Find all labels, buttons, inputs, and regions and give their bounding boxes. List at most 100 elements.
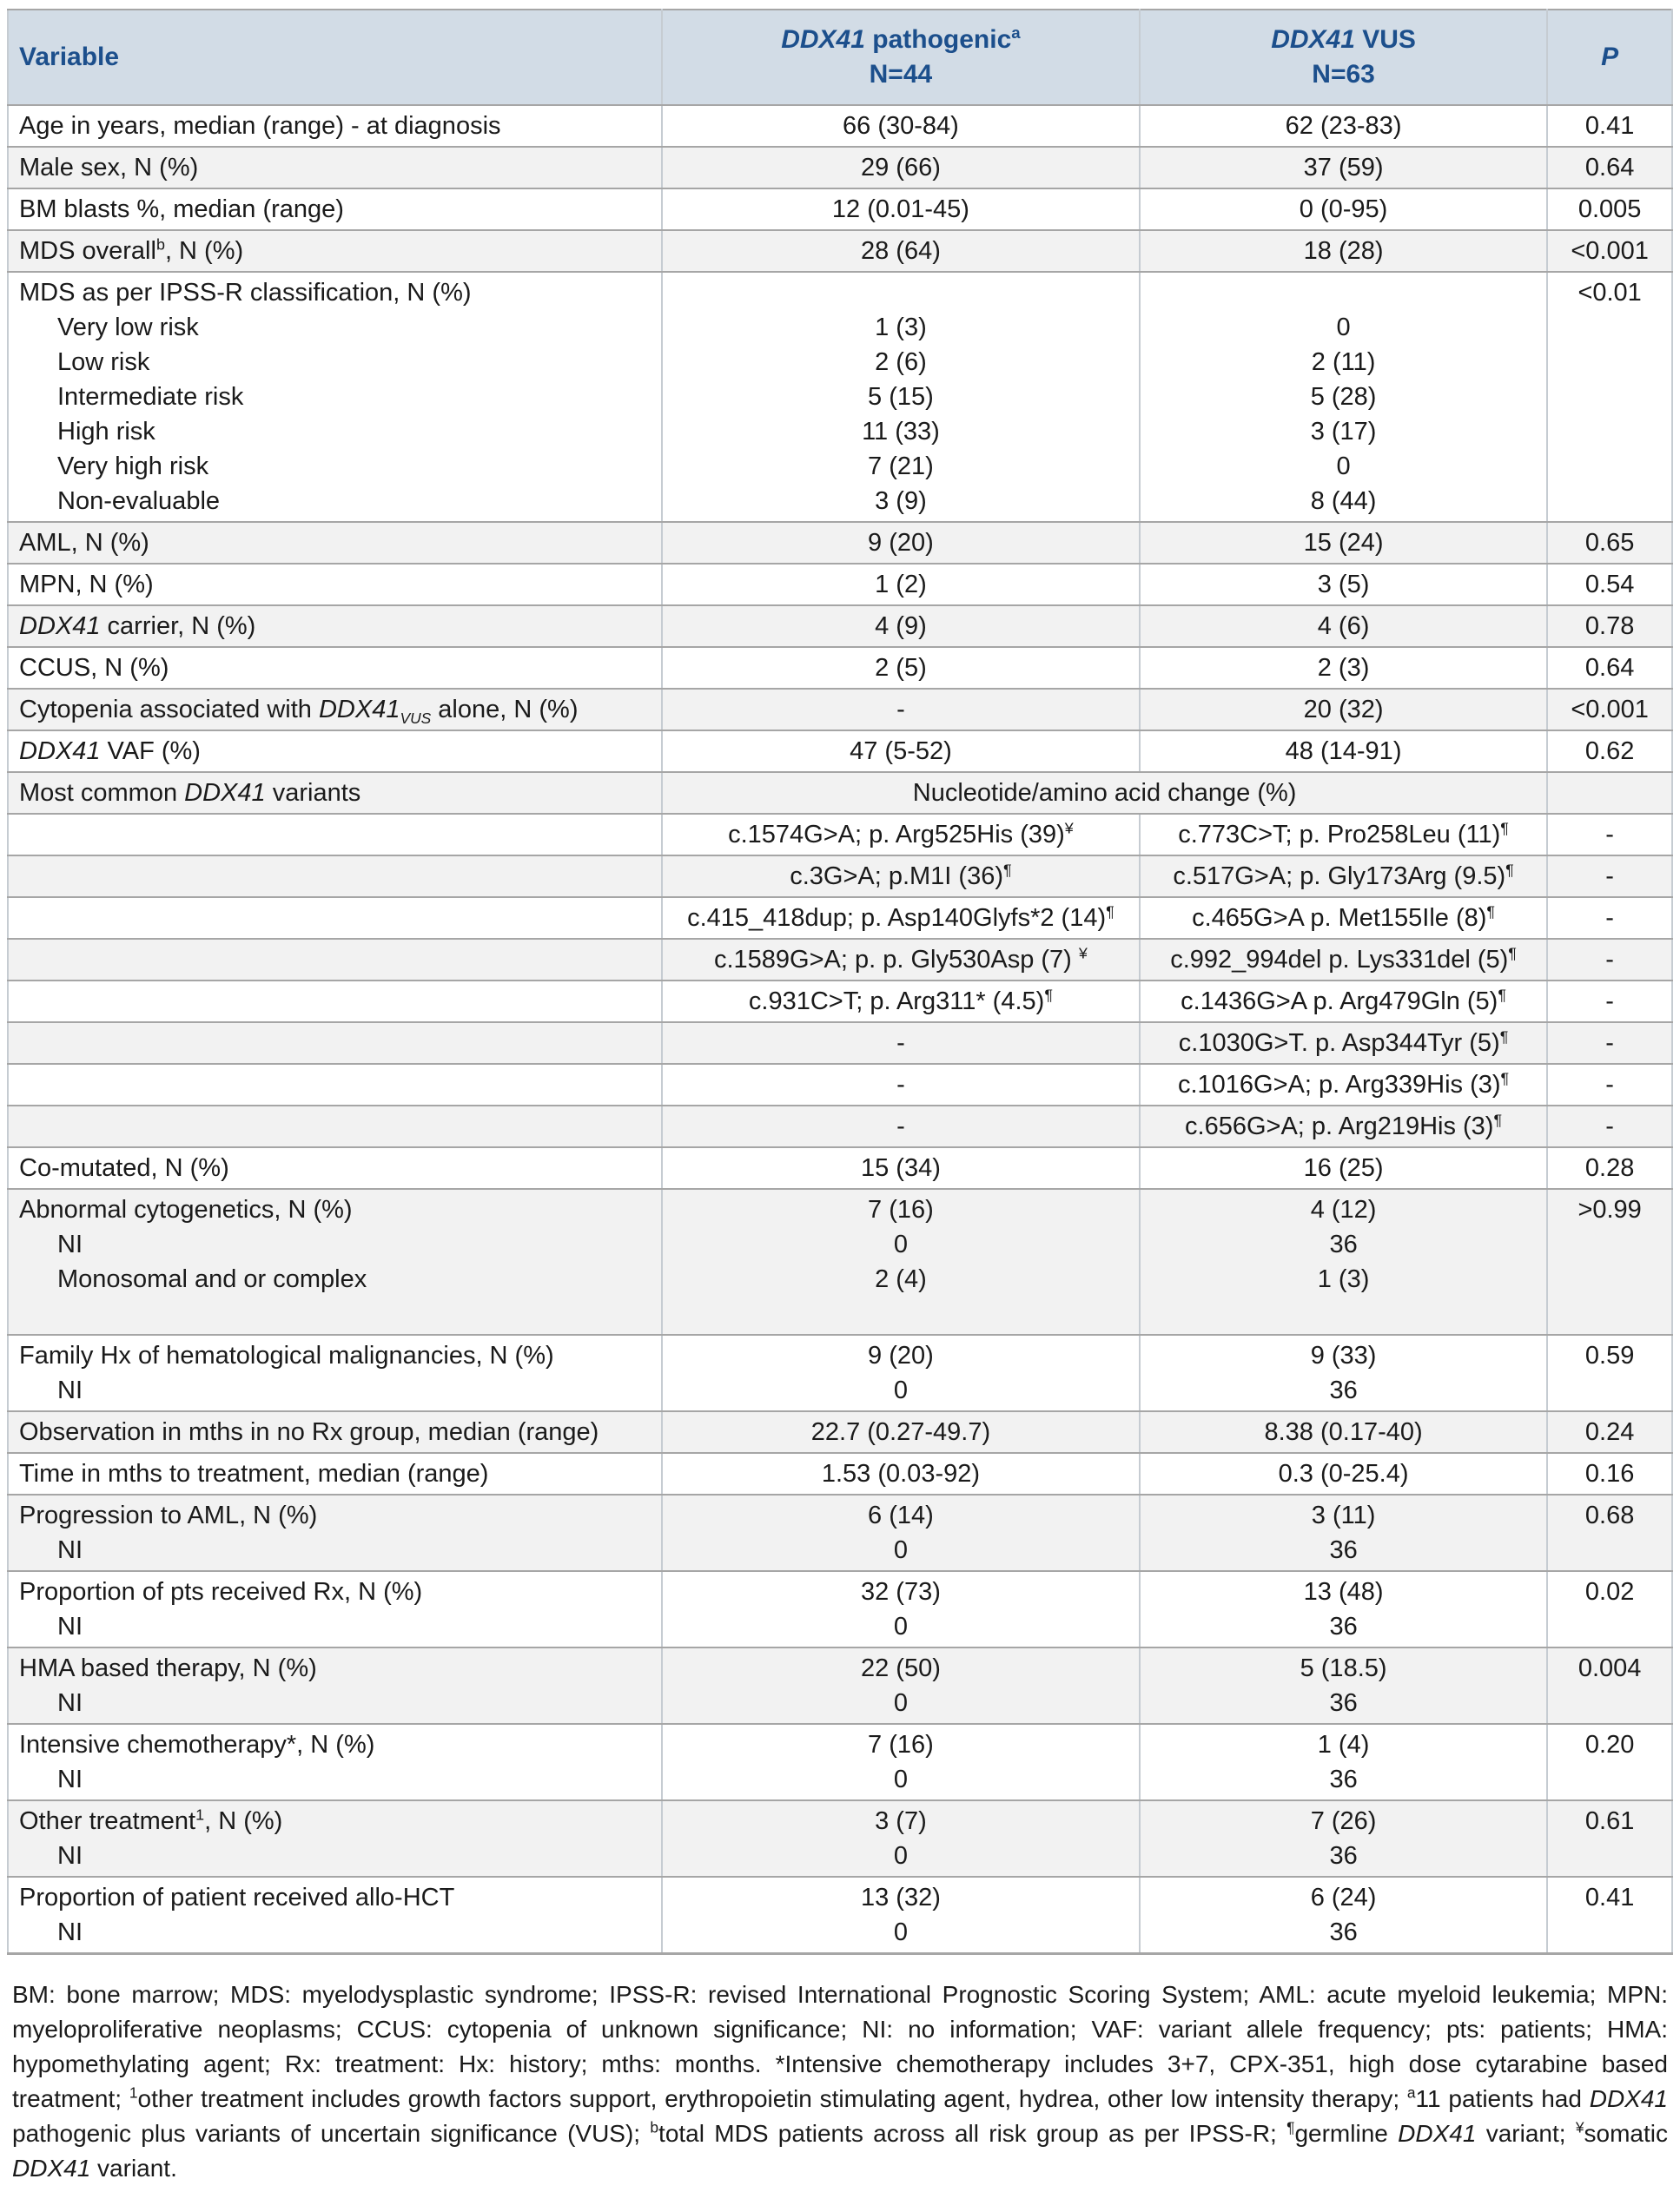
- text-segment: 0: [893, 1613, 908, 1641]
- table-row: MDS overallb, N (%) 28 (64) 18 (28) <0.001: [7, 229, 1673, 273]
- pathogenic-value-cell: 9 (20): [660, 521, 1141, 565]
- table-row: c.1574G>A; p. Arg525His (39)¥ c.773C>T; p…: [7, 813, 1673, 856]
- p-value-cell: -: [1546, 980, 1673, 1023]
- text-line: 0: [1151, 310, 1536, 345]
- text-segment: 36: [1329, 1613, 1358, 1641]
- table-header: Variable DDX41 pathogenica N=44 DDX41 VUS N=…: [7, 9, 1673, 106]
- text-line: 0: [673, 1762, 1128, 1797]
- p-value-cell: 0.54: [1546, 563, 1673, 606]
- superscript-marker: ¥: [1078, 944, 1088, 962]
- pathogenic-value-cell: 13 (32) 0: [660, 1876, 1141, 1955]
- text-segment: 4 (6): [1317, 612, 1370, 640]
- text-segment: NI: [57, 1918, 83, 1946]
- text-segment: 0: [893, 1377, 908, 1404]
- text-segment: , N (%): [164, 237, 244, 265]
- text-line: 8 (44): [1151, 484, 1536, 518]
- text-line: 4 (6): [1151, 609, 1536, 644]
- text-segment: Monosomal and or complex: [57, 1265, 367, 1293]
- text-segment: NI: [57, 1842, 83, 1870]
- text-segment: 2 (3): [1317, 654, 1370, 682]
- text-segment: 15 (34): [860, 1154, 941, 1182]
- text-segment: 48 (14-91): [1285, 737, 1402, 765]
- variable-cell: Family Hx of hematological malignancies,…: [7, 1334, 663, 1412]
- text-line: c.1589G>A; p. p. Gly530Asp (7) ¥: [673, 942, 1128, 977]
- text-line: 36: [1151, 1762, 1536, 1797]
- text-segment: -: [1605, 862, 1614, 890]
- column-header-pathogenic: DDX41 pathogenica N=44: [660, 9, 1141, 106]
- text-segment: -: [1605, 821, 1614, 848]
- text-segment: 0.78: [1584, 612, 1635, 640]
- text-line: AML, N (%): [19, 525, 651, 560]
- text-line: 9 (20): [673, 1338, 1128, 1373]
- vus-value-cell: 4 (12) 36 1 (3): [1138, 1188, 1549, 1336]
- text-segment: 2 (4): [875, 1265, 927, 1293]
- text-segment: 0.41: [1584, 1884, 1635, 1912]
- merged-value-cell: Nucleotide/amino acid change (%): [660, 771, 1549, 815]
- table-row: Co-mutated, N (%) 15 (34) 16 (25) 0.28: [7, 1146, 1673, 1190]
- text-segment: c.1030G>T. p. Asp344Tyr (5): [1178, 1029, 1500, 1057]
- text-segment: 0.20: [1584, 1731, 1635, 1759]
- text-segment: 9 (20): [868, 1342, 934, 1370]
- p-value-cell: 0.61: [1546, 1799, 1673, 1878]
- text-segment: 0.64: [1584, 654, 1635, 682]
- text-segment: c.656G>A; p. Arg219His (3): [1185, 1113, 1494, 1140]
- text-line: c.1574G>A; p. Arg525His (39)¥: [673, 817, 1128, 852]
- variable-cell: [7, 813, 663, 856]
- text-segment: 20 (32): [1303, 696, 1384, 723]
- text-segment: 0.65: [1584, 529, 1635, 557]
- text-segment: 0.54: [1584, 571, 1635, 598]
- text-segment: N=44: [869, 60, 933, 89]
- text-line: 22.7 (0.27-49.7): [673, 1415, 1128, 1449]
- pathogenic-value-cell: 28 (64): [660, 229, 1141, 273]
- superscript-marker: ¶: [1505, 861, 1514, 879]
- pathogenic-value-cell: -: [660, 1063, 1141, 1106]
- text-segment: Co-mutated, N (%): [19, 1154, 229, 1182]
- text-segment: 1 (4): [1317, 1731, 1370, 1759]
- text-segment: 3 (9): [875, 487, 927, 515]
- text-segment: other treatment includes growth factors …: [137, 2085, 1407, 2112]
- table-row: BM blasts %, median (range) 12 (0.01-45) 0…: [7, 188, 1673, 231]
- variable-cell: CCUS, N (%): [7, 646, 663, 690]
- text-segment: 6 (24): [1310, 1884, 1377, 1912]
- text-segment: somatic: [1584, 2120, 1668, 2147]
- text-line: 66 (30-84): [673, 109, 1128, 143]
- table-row: Abnormal cytogenetics, N (%) NI Monosomal …: [7, 1188, 1673, 1336]
- text-line: Most common DDX41 variants: [19, 776, 651, 810]
- text-segment: -: [1605, 987, 1614, 1015]
- text-line: c.465G>A p. Met155Ile (8)¶: [1151, 901, 1536, 935]
- text-line: NI: [19, 1915, 651, 1950]
- text-segment: Intensive chemotherapy*, N (%): [19, 1731, 375, 1759]
- p-value-cell: 0.02: [1546, 1570, 1673, 1648]
- p-value-cell: 0.64: [1546, 646, 1673, 690]
- table-row: c.1589G>A; p. p. Gly530Asp (7) ¥ c.992_99…: [7, 938, 1673, 981]
- text-line: N=63: [1151, 57, 1536, 92]
- vus-value-cell: 4 (6): [1138, 604, 1549, 648]
- text-line: 3 (7): [673, 1804, 1128, 1839]
- text-segment: c.1589G>A; p. p. Gly530Asp (7): [713, 946, 1079, 974]
- text-segment: 7 (26): [1310, 1807, 1377, 1835]
- superscript-marker: ¶: [1044, 986, 1053, 1004]
- text-segment: 0 (0-95): [1299, 195, 1388, 223]
- text-line: 48 (14-91): [1151, 734, 1536, 769]
- text-line: Progression to AML, N (%): [19, 1498, 651, 1533]
- superscript-marker: ¶: [1498, 986, 1506, 1004]
- variable-cell: [7, 938, 663, 981]
- text-line: -: [673, 1067, 1128, 1102]
- table-row: c.415_418dup; p. Asp140Glyfs*2 (14)¶ c.46…: [7, 896, 1673, 940]
- text-segment: Cytopenia associated with: [19, 696, 319, 723]
- text-line: Non-evaluable: [19, 484, 651, 518]
- text-line: Intermediate risk: [19, 380, 651, 414]
- table-row: Progression to AML, N (%) NI 6 (14) 0 3 (11)…: [7, 1494, 1673, 1572]
- superscript-marker: ¥: [1064, 819, 1074, 837]
- text-line: [1558, 776, 1661, 810]
- text-line: 0: [673, 1227, 1128, 1262]
- text-segment: 16 (25): [1303, 1154, 1384, 1182]
- text-line: [19, 1109, 651, 1144]
- vus-value-cell: 1 (4) 36: [1138, 1723, 1549, 1801]
- text-line: Observation in mths in no Rx group, medi…: [19, 1415, 651, 1449]
- variable-cell: [7, 896, 663, 940]
- text-segment: 2 (6): [875, 348, 927, 376]
- text-segment: DDX41: [12, 2155, 91, 2182]
- vus-value-cell: 0 2 (11) 5 (28) 3 (17) 0 8 (44): [1138, 271, 1549, 523]
- text-segment: High risk: [57, 418, 155, 446]
